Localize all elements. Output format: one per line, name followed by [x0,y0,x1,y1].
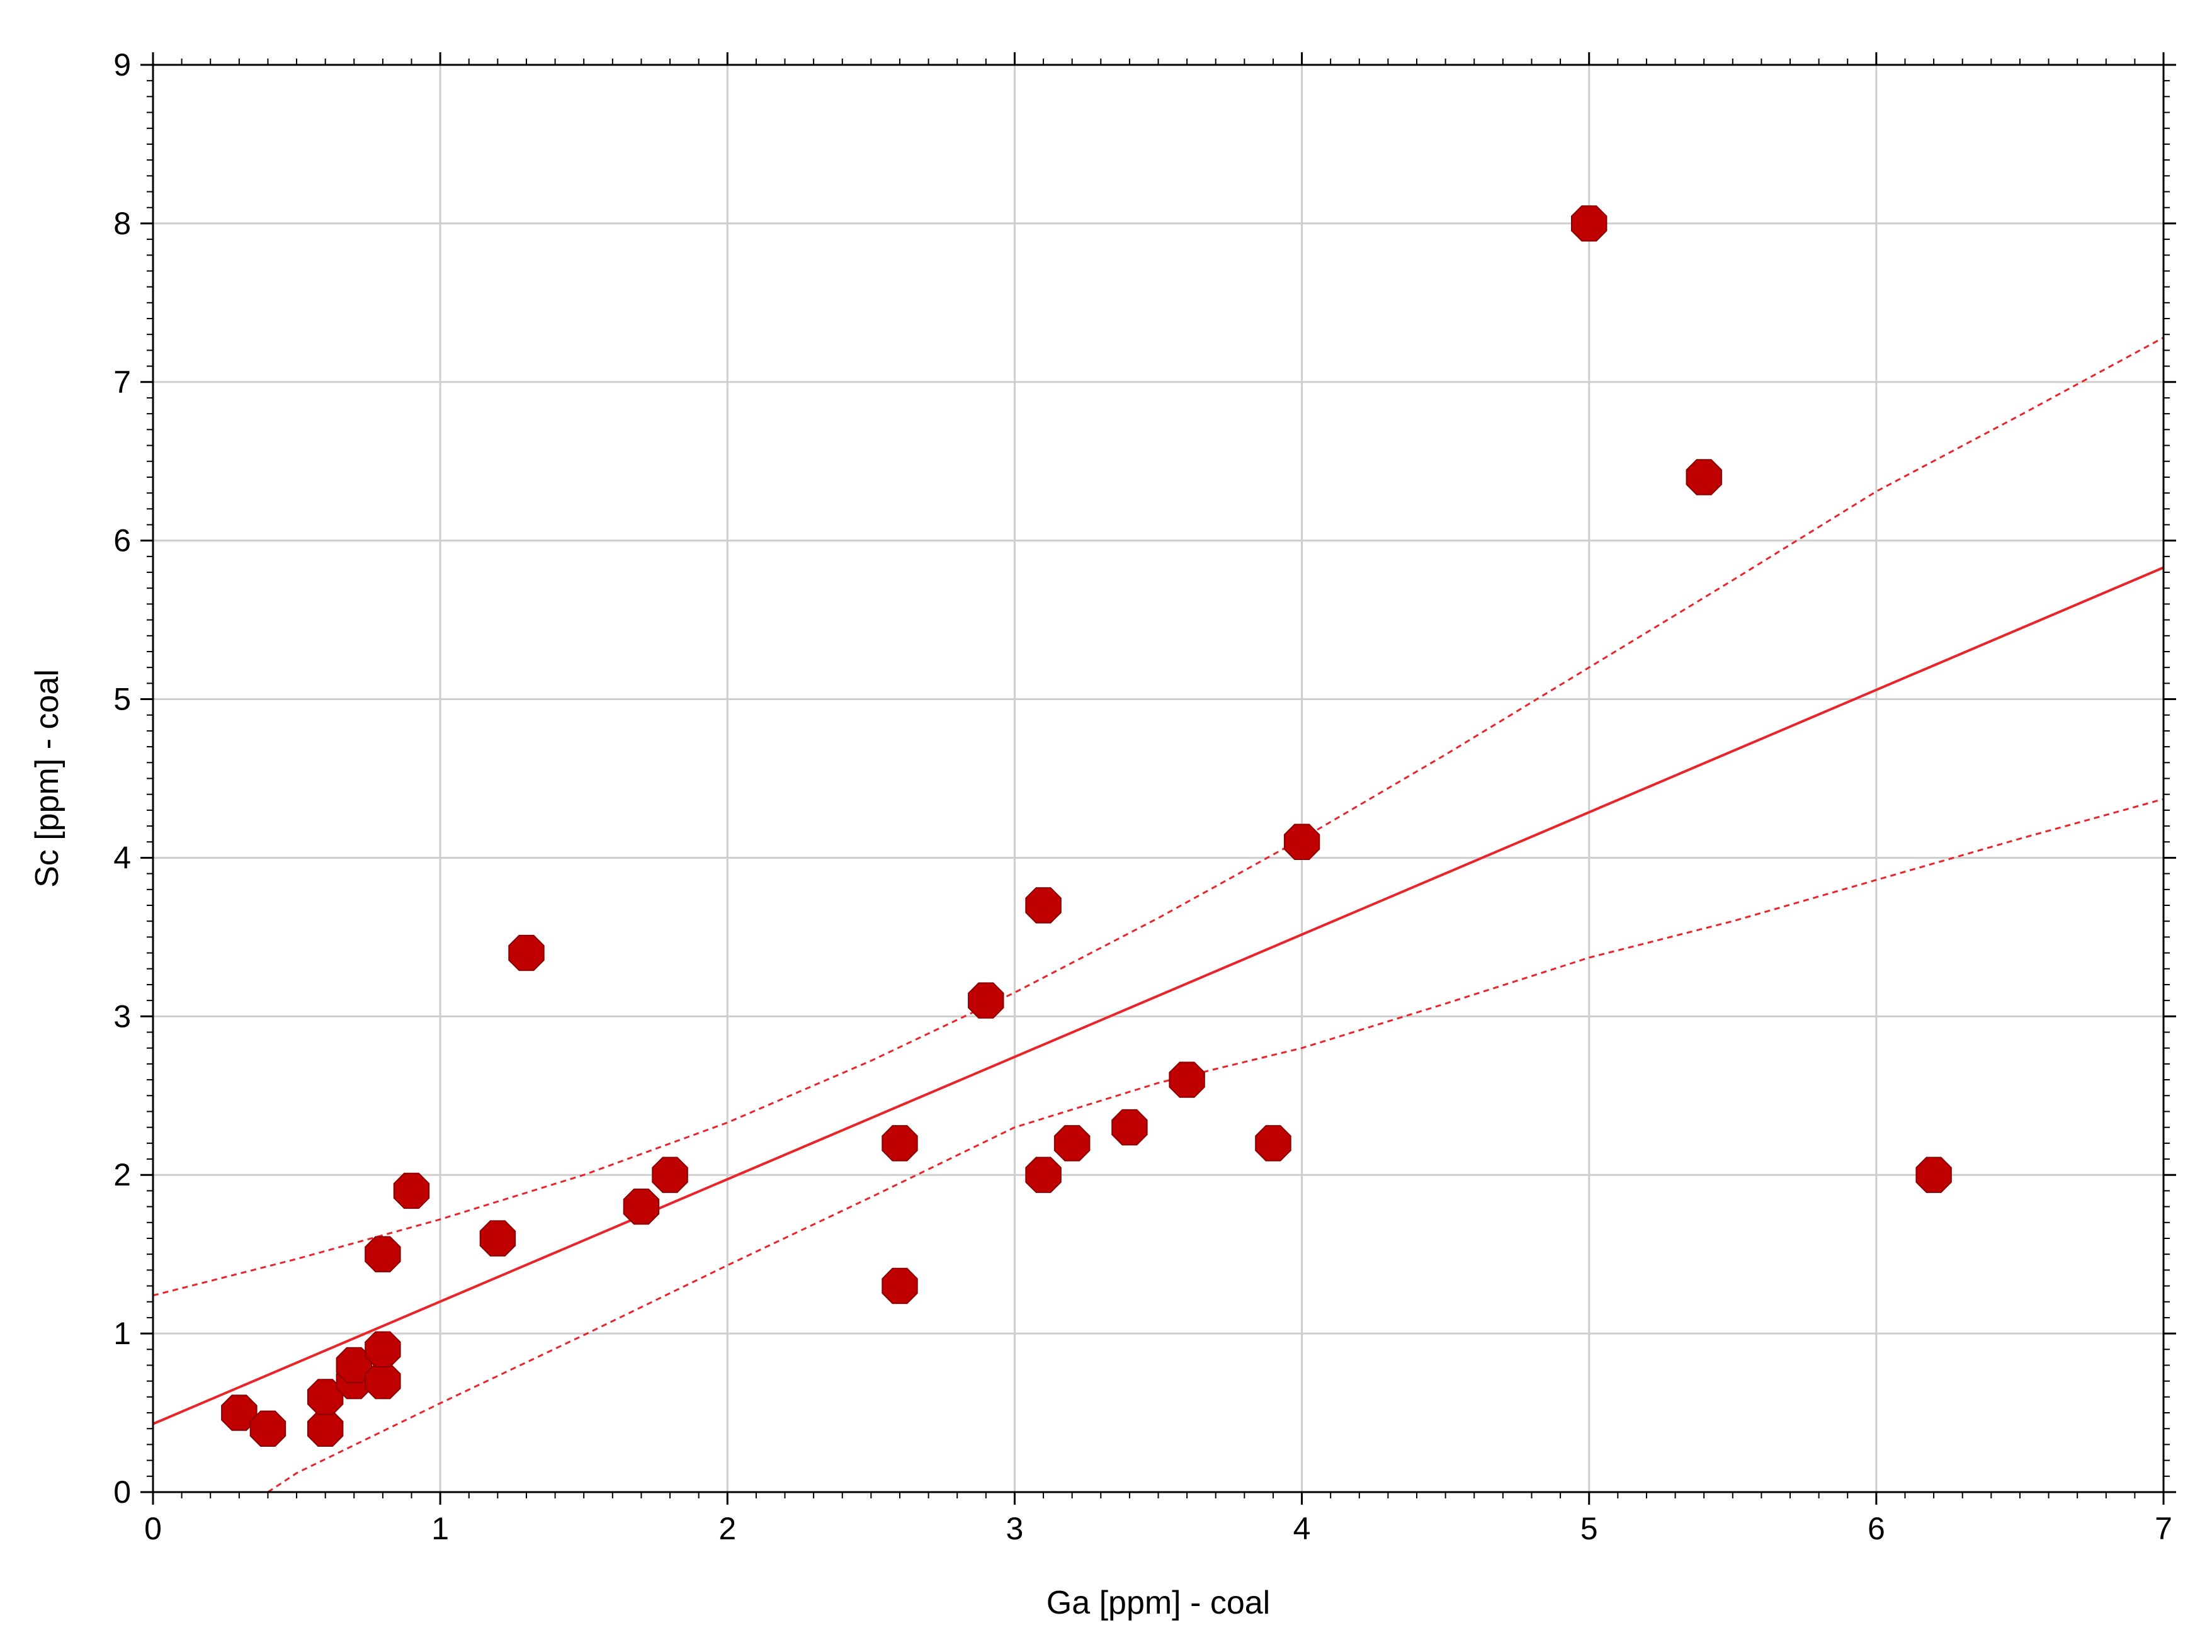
y-tick-label: 8 [113,206,131,241]
scatter-point [882,1267,918,1304]
y-tick-label: 5 [113,682,131,717]
scatter-point [365,1363,401,1400]
x-axis-title: Ga [ppm] - coal [1046,1585,1270,1621]
scatter-point [623,1188,660,1225]
y-tick-label: 1 [113,1316,131,1351]
scatter-point [365,1331,401,1367]
scatter-point [1025,887,1062,924]
scatter-point [882,1125,918,1162]
scatter-point [1169,1061,1205,1098]
axis-ticks: 0 1 2 3 4 5 6 7 0 1 2 3 4 5 6 7 8 9 [113,47,2176,1546]
scatter-point [221,1395,258,1431]
y-tick-label: 0 [113,1474,131,1510]
scatter-point [1915,1157,1952,1193]
scatter-point [652,1157,688,1193]
x-tick-label: 7 [2155,1511,2172,1546]
scatter-point [1571,205,1608,242]
x-tick-label: 5 [1580,1511,1598,1546]
x-tick-label: 4 [1293,1511,1311,1546]
y-tick-label: 7 [113,365,131,400]
scatter-point [1255,1125,1291,1162]
scatter-point [1025,1157,1062,1193]
scatter-point [365,1236,401,1272]
scatter-point [307,1410,344,1447]
scatter-point [249,1410,286,1447]
scatter-point [1686,459,1722,495]
scatter-point [508,934,545,971]
data-points [221,205,1952,1447]
confidence-band-line [152,336,2164,1297]
y-axis-title: Sc [ppm] - coal [29,669,65,888]
y-tick-label: 9 [113,47,131,82]
y-tick-label: 6 [113,523,131,558]
scatter-point [1283,823,1320,860]
y-tick-label: 2 [113,1157,131,1192]
y-tick-label: 3 [113,999,131,1034]
scatter-point [968,982,1004,1019]
x-tick-label: 6 [1868,1511,1885,1546]
scatter-point [1053,1125,1091,1162]
x-tick-label: 3 [1006,1511,1024,1546]
grid-lines [153,65,2164,1492]
regression-line [152,566,2164,1425]
y-tick-label: 4 [113,840,131,875]
x-tick-label: 2 [718,1511,736,1546]
scatter-point [393,1172,430,1209]
x-tick-label: 0 [144,1511,162,1546]
x-tick-label: 1 [431,1511,449,1546]
scatter-point [1111,1109,1148,1146]
scatter-point [479,1220,516,1257]
confidence-band-line [267,798,2164,1493]
regression-lines [152,336,2164,1493]
